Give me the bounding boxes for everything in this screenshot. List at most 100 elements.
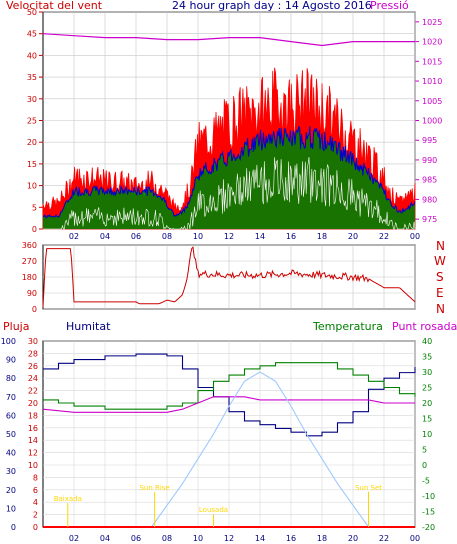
humidity-axis-tick-label: 100 — [1, 337, 16, 346]
wind-hour-tick-label: 02 — [69, 232, 79, 241]
wind-hour-tick-label: 12 — [224, 232, 234, 241]
rain-axis-tick-label: 28 — [28, 349, 38, 358]
chart-title: 24 hour graph day : 14 Agosto 2016 — [172, 0, 372, 12]
rain-axis-tick-label: 30 — [28, 337, 38, 346]
direction-label-e: E — [436, 286, 444, 300]
wind-hour-tick-label: 16 — [286, 232, 296, 241]
climate-hour-tick-label: 22 — [379, 534, 389, 543]
wind-hour-tick-label: 18 — [317, 232, 327, 241]
event-marker-label: Sun Rise — [139, 484, 169, 492]
climate-hour-tick-label: 18 — [317, 534, 327, 543]
direction-series-line — [42, 246, 416, 308]
rain-axis-tick-label: 18 — [28, 411, 38, 420]
direction-axis-tick-label: 360 — [22, 241, 37, 250]
climate-hour-tick-label: 20 — [348, 534, 358, 543]
temperature-axis-tick-label: -10 — [422, 492, 435, 501]
rain-axis-tick-label: 12 — [28, 449, 38, 458]
wind-axis-tick-label: 15 — [27, 160, 37, 169]
temperature-axis-tick-label: 35 — [422, 353, 432, 362]
wind-hour-tick-label: 22 — [379, 232, 389, 241]
wind-axis-tick-label: 20 — [27, 138, 37, 147]
humidity-axis-tick-label: 70 — [6, 393, 16, 402]
rain-axis-tick-label: 14 — [28, 436, 38, 445]
rain-axis-tick-label: 2 — [33, 511, 38, 520]
climate-hour-tick-label: 10 — [193, 534, 203, 543]
temperature-axis-tick-label: 20 — [422, 399, 432, 408]
pressure-axis-tick-label: 980 — [422, 195, 437, 204]
temperature-axis-title: Temperatura — [313, 320, 383, 333]
pressure-axis-tick-label: 990 — [422, 156, 437, 165]
solar-series-line — [151, 371, 369, 528]
climate-hour-tick-label: 00 — [410, 534, 420, 543]
climate-hour-tick-label: 16 — [286, 534, 296, 543]
temperature-axis-tick-label: 40 — [422, 337, 432, 346]
humidity-axis-tick-label: 0 — [11, 523, 16, 532]
climate-hour-tick-label: 02 — [69, 534, 79, 543]
direction-label-n-top: N — [436, 239, 445, 253]
direction-label-n-bottom: N — [436, 302, 445, 316]
rain-axis-tick-label: 4 — [33, 498, 38, 507]
rain-axis-tick-label: 24 — [28, 374, 38, 383]
temperature-axis-tick-label: 25 — [422, 384, 432, 393]
wind-hour-tick-label: 00 — [410, 232, 420, 241]
pressure-axis-tick-label: 985 — [422, 176, 437, 185]
pressure-axis-tick-label: 1010 — [422, 77, 442, 86]
dewpoint-axis-title: Punt rosada — [392, 320, 457, 333]
pressure-axis-tick-label: 1025 — [422, 18, 442, 27]
event-marker-label: Sun Set — [355, 484, 382, 492]
event-marker-label: Lousada — [199, 506, 228, 514]
humidity-axis-tick-label: 20 — [6, 486, 16, 495]
temperature-axis-tick-label: 30 — [422, 368, 432, 377]
rain-axis-tick-label: 0 — [33, 523, 38, 532]
direction-axis-tick-label: 180 — [22, 273, 37, 282]
climate-hour-tick-label: 14 — [255, 534, 265, 543]
temperature-axis-tick-label: 5 — [422, 446, 427, 455]
climate-hour-tick-label: 06 — [131, 534, 141, 543]
wind-hour-tick-label: 04 — [100, 232, 110, 241]
temperature-axis-tick-label: -15 — [422, 508, 435, 517]
temperature-axis-tick-label: 15 — [422, 415, 432, 424]
temperature-axis-tick-label: -5 — [422, 477, 430, 486]
wind-hour-tick-label: 20 — [348, 232, 358, 241]
wind-axis-tick-label: 45 — [27, 30, 37, 39]
direction-axis-tick-label: 0 — [32, 305, 37, 314]
temperature-axis-tick-label: 0 — [422, 461, 427, 470]
rain-axis-title: Pluja — [3, 320, 30, 333]
humidity-series-line — [43, 353, 416, 437]
direction-label-w: W — [434, 254, 446, 268]
temperature-axis-tick-label: 10 — [422, 430, 432, 439]
wind-speed-axis-title: Velocitat del vent — [6, 0, 103, 12]
wind-hour-tick-label: 14 — [255, 232, 265, 241]
direction-axis-tick-label: 270 — [22, 257, 37, 266]
humidity-axis-tick-label: 10 — [6, 504, 16, 513]
humidity-axis-tick-label: 60 — [6, 411, 16, 420]
climate-hour-tick-label: 08 — [162, 534, 172, 543]
wind-avg-series-line — [42, 125, 416, 219]
temperature-series-line — [43, 362, 416, 410]
wind-axis-tick-label: 0 — [32, 225, 37, 234]
humidity-axis-tick-label: 80 — [6, 374, 16, 383]
humidity-axis-tick-label: 30 — [6, 467, 16, 476]
wind-axis-tick-label: 30 — [27, 95, 37, 104]
event-marker-label: Baixada — [54, 495, 82, 503]
wind-hour-tick-label: 06 — [131, 232, 141, 241]
humidity-axis-tick-label: 50 — [6, 430, 16, 439]
direction-label-s: S — [436, 270, 444, 284]
pressure-axis-tick-label: 975 — [422, 215, 437, 224]
wind-hour-tick-label: 08 — [162, 232, 172, 241]
pressure-axis-tick-label: 1000 — [422, 117, 442, 126]
pressure-axis-tick-label: 1005 — [422, 97, 442, 106]
temperature-axis-tick-label: -20 — [422, 523, 435, 532]
wind-axis-tick-label: 10 — [27, 182, 37, 191]
rain-axis-tick-label: 16 — [28, 424, 38, 433]
climate-hour-tick-label: 04 — [100, 534, 110, 543]
wind-axis-tick-label: 25 — [27, 117, 37, 126]
wind-low-series-area — [43, 126, 415, 229]
rain-axis-tick-label: 20 — [28, 399, 38, 408]
pressure-axis-tick-label: 995 — [422, 136, 437, 145]
rain-axis-tick-label: 10 — [28, 461, 38, 470]
rain-axis-tick-label: 8 — [33, 473, 38, 482]
wind-hour-tick-label: 10 — [193, 232, 203, 241]
